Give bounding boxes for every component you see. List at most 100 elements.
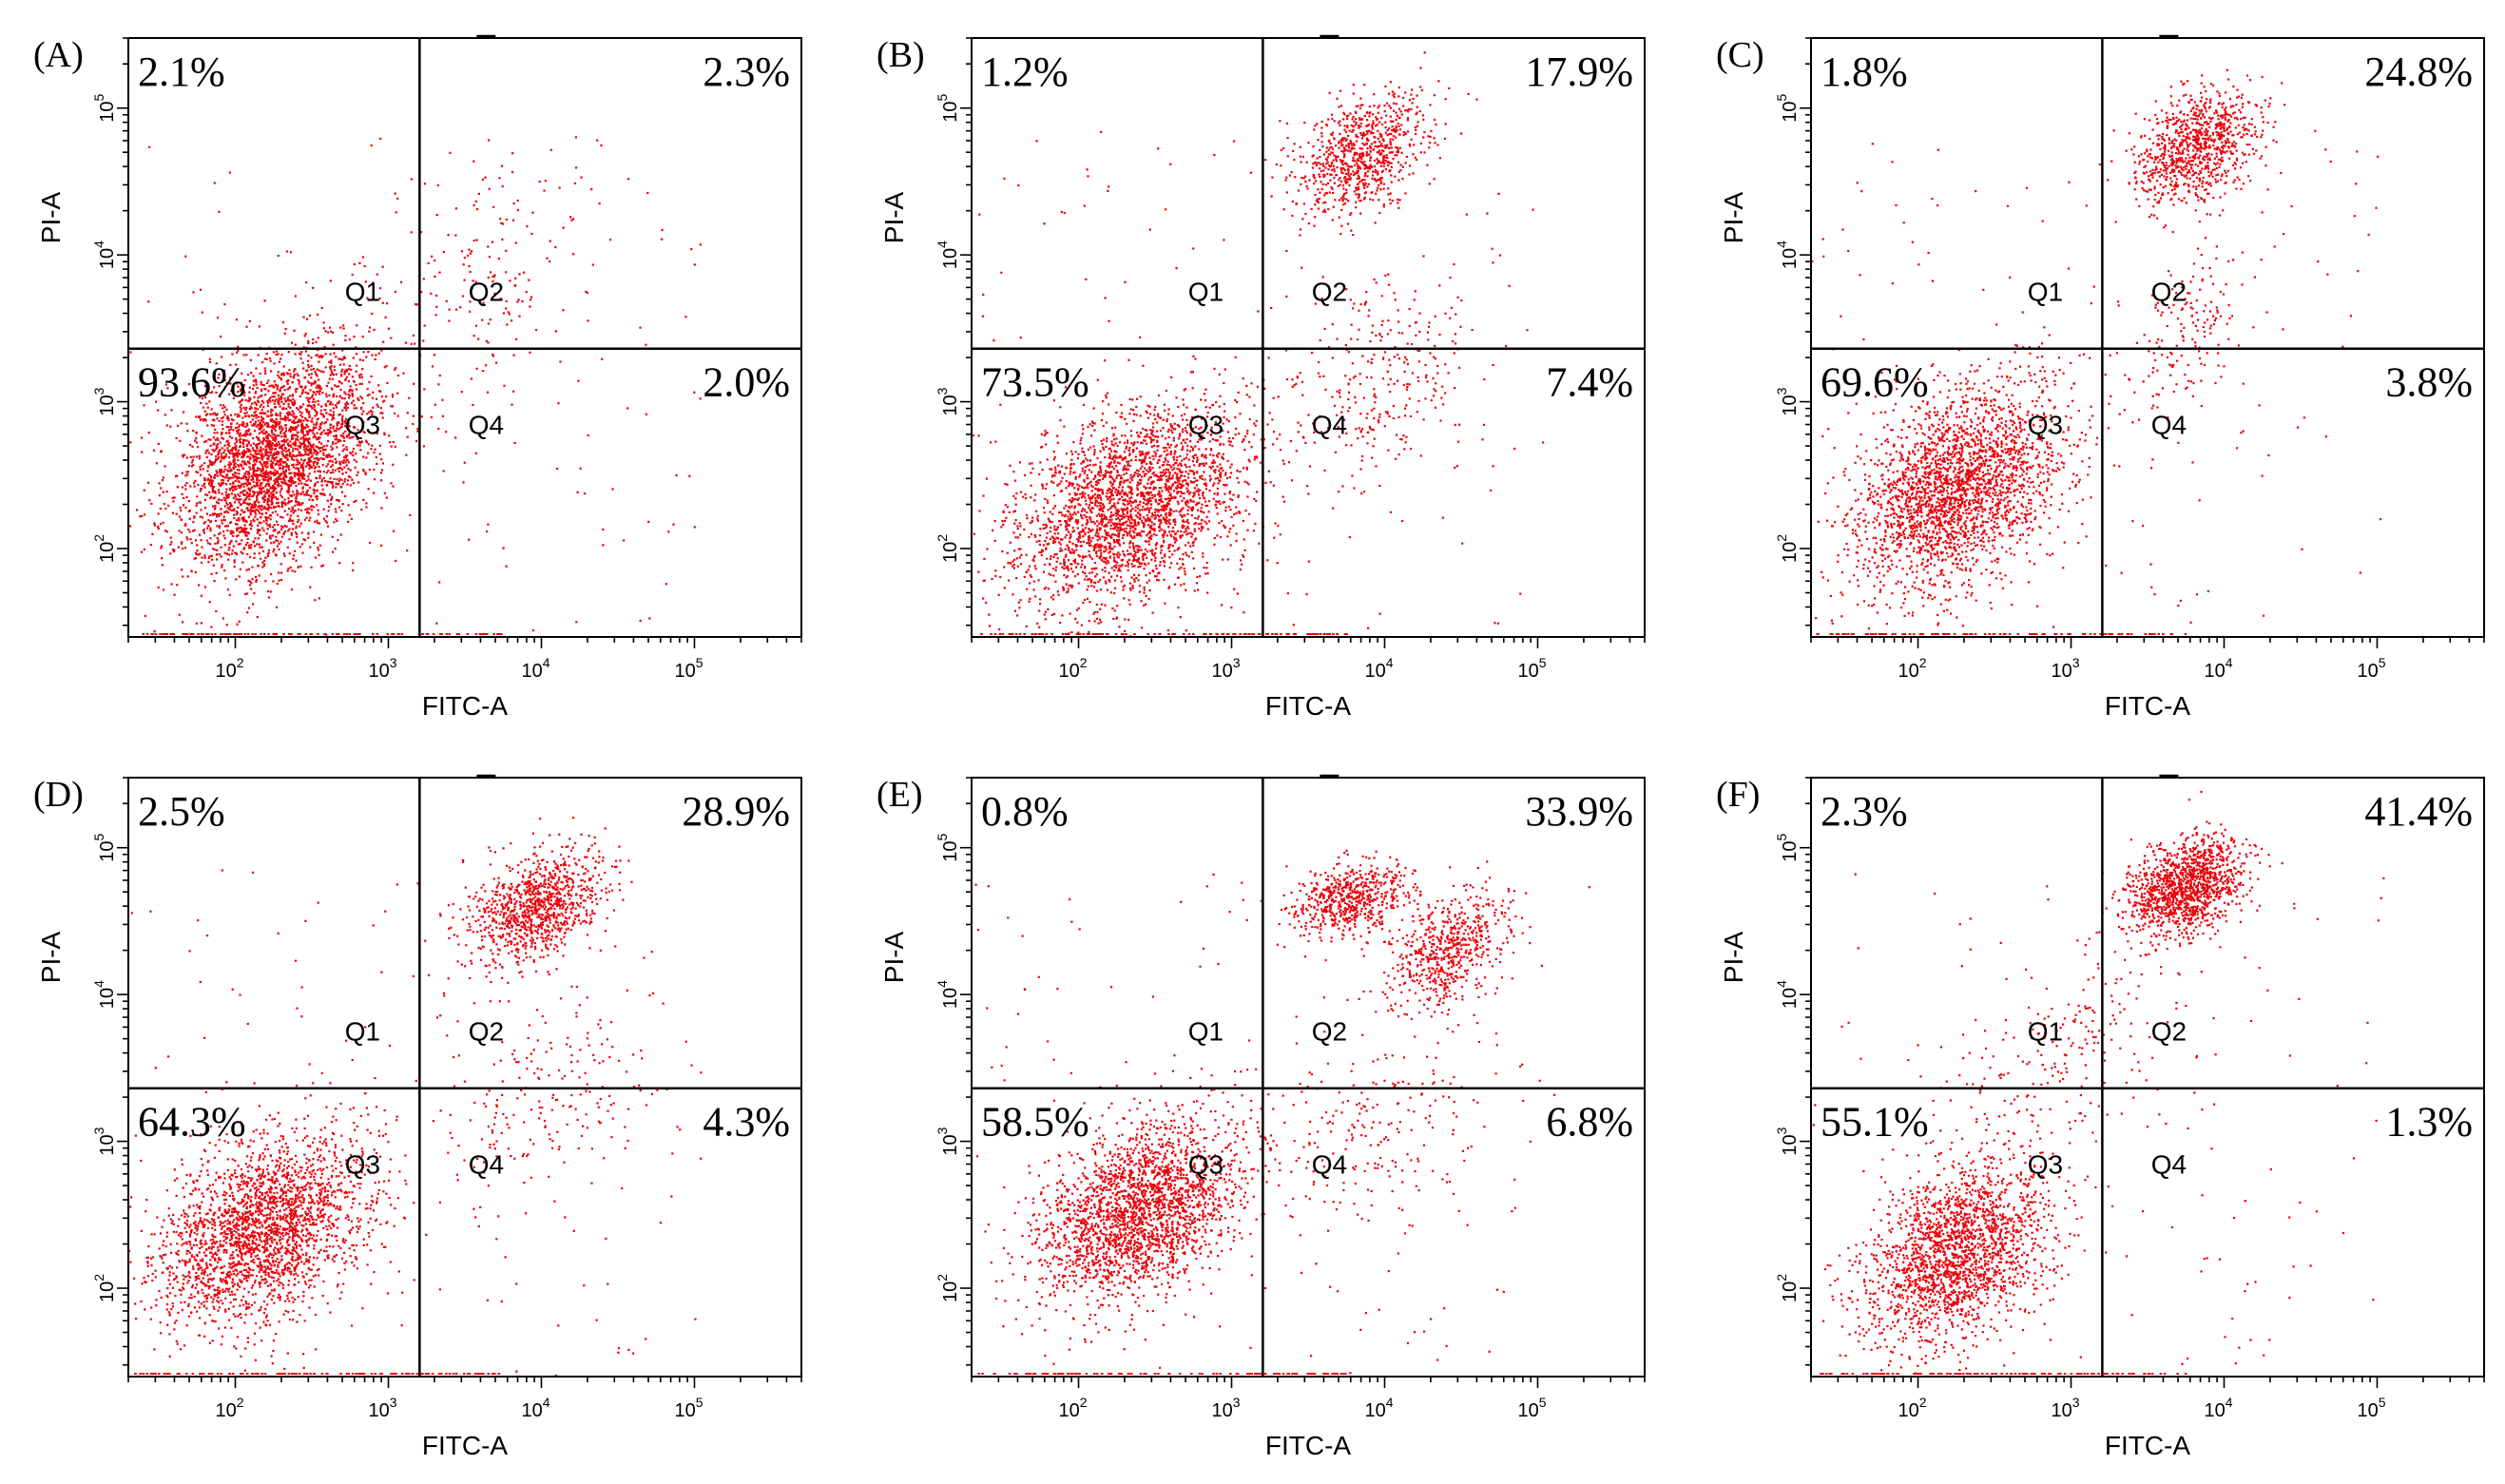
event-dot (292, 479, 295, 483)
event-dot (1092, 445, 1095, 448)
event-dot (234, 485, 238, 488)
event-dot (434, 314, 437, 317)
event-dot (312, 432, 315, 434)
event-dot (1016, 528, 1019, 530)
event-dot (1181, 480, 1185, 483)
event-dot (228, 489, 232, 491)
event-dot (318, 425, 321, 428)
event-dot (347, 467, 350, 471)
event-dot (1092, 545, 1095, 548)
event-dot (240, 410, 242, 413)
event-dot (343, 371, 346, 374)
event-dot (256, 481, 260, 484)
event-dot (308, 400, 311, 404)
event-dot (301, 491, 304, 493)
event-dot (265, 519, 268, 522)
event-dot (236, 451, 239, 453)
event-dot (1019, 548, 1022, 550)
event-dot (320, 421, 323, 424)
event-dot (197, 446, 200, 449)
event-dot (279, 463, 282, 466)
event-dot (1131, 542, 1134, 545)
event-dot (1065, 487, 1068, 490)
event-dot (244, 398, 247, 402)
event-dot (1118, 514, 1121, 517)
event-dot (295, 559, 298, 562)
event-dot (1160, 495, 1163, 498)
event-dot (1027, 569, 1030, 571)
event-dot (1119, 530, 1122, 532)
event-dot (295, 434, 298, 436)
event-dot (480, 633, 483, 635)
event-dot (278, 360, 281, 363)
event-dot (271, 501, 274, 504)
event-dot (1273, 536, 1276, 539)
event-dot (272, 467, 275, 470)
event-dot (229, 468, 232, 471)
event-dot (1098, 557, 1101, 560)
event-dot (205, 402, 208, 405)
event-dot (265, 453, 268, 456)
event-dot (1128, 413, 1131, 415)
event-dot (1099, 502, 1102, 505)
event-dot (342, 436, 345, 439)
event-dot (297, 520, 299, 524)
event-dot (262, 406, 265, 409)
event-dot (292, 519, 295, 522)
event-dot (1080, 544, 1083, 548)
event-dot (305, 396, 308, 399)
event-dot (216, 413, 219, 415)
event-dot (292, 447, 295, 450)
event-dot (1107, 471, 1109, 473)
event-dot (1189, 531, 1192, 534)
event-dot (1133, 531, 1136, 534)
event-dot (278, 548, 280, 551)
event-dot (290, 478, 293, 481)
event-dot (326, 434, 329, 436)
event-dot (1094, 463, 1097, 466)
event-dot (999, 575, 1002, 579)
event-dot (285, 250, 289, 253)
event-dot (416, 428, 419, 431)
event-dot (279, 462, 282, 465)
event-dot (360, 376, 363, 378)
event-dot (308, 463, 311, 466)
event-dot (223, 468, 226, 471)
event-dot (283, 435, 286, 438)
event-dot (421, 633, 425, 635)
event-dot (248, 391, 251, 394)
event-dot (460, 250, 464, 253)
event-dot (1163, 565, 1166, 568)
event-dot (262, 429, 265, 432)
event-dot (201, 311, 203, 314)
event-dot (289, 453, 292, 456)
event-dot (391, 395, 395, 398)
event-dot (324, 519, 327, 523)
event-dot (181, 486, 184, 489)
event-dot (221, 564, 223, 567)
event-dot (295, 527, 298, 530)
event-dot (259, 533, 261, 536)
event-dot (352, 435, 355, 438)
event-dot (284, 427, 287, 430)
event-dot (151, 532, 154, 535)
event-dot (1167, 485, 1171, 488)
event-dot (1122, 523, 1125, 526)
event-dot (211, 479, 214, 482)
event-dot (366, 413, 369, 415)
event-dot (269, 518, 272, 521)
event-dot (260, 512, 263, 516)
event-dot (218, 512, 221, 516)
event-dot (257, 438, 260, 441)
event-dot (303, 477, 306, 480)
event-dot (1169, 486, 1172, 489)
event-dot (287, 419, 290, 422)
event-dot (239, 400, 242, 403)
event-dot (280, 440, 283, 443)
event-dot (366, 388, 369, 391)
event-dot (1077, 540, 1080, 543)
event-dot (284, 482, 287, 485)
event-dot (1094, 500, 1097, 503)
event-dot (1185, 479, 1187, 482)
event-dot (259, 372, 261, 376)
